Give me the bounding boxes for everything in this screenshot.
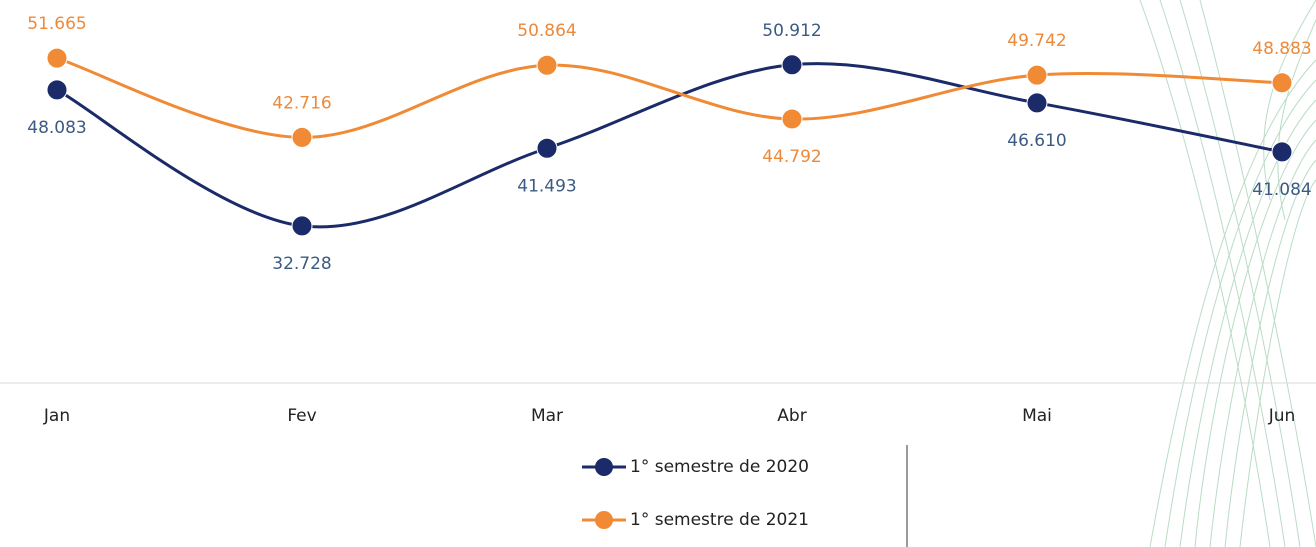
legend-marker (595, 511, 613, 529)
data-label: 46.610 (1007, 131, 1066, 151)
data-label: 44.792 (762, 147, 821, 167)
series-line (57, 64, 1282, 227)
x-tick-label: Mai (1022, 406, 1052, 426)
data-point (537, 55, 557, 75)
data-label: 48.883 (1252, 39, 1311, 59)
data-point (292, 216, 312, 236)
x-tick-label: Jun (1268, 406, 1296, 426)
data-point (1272, 142, 1292, 162)
data-label: 51.665 (27, 14, 86, 34)
x-tick-label: Abr (777, 406, 806, 426)
data-label: 48.083 (27, 118, 86, 138)
data-point (47, 80, 67, 100)
data-point (537, 138, 557, 158)
data-label: 42.716 (272, 93, 331, 113)
data-label: 50.912 (762, 21, 821, 41)
data-point (1027, 65, 1047, 85)
data-label: 49.742 (1007, 31, 1066, 51)
legend-marker (595, 458, 613, 476)
legend-label: 1° semestre de 2020 (630, 457, 809, 477)
data-label: 41.084 (1252, 180, 1311, 200)
legend-label: 1° semestre de 2021 (630, 510, 809, 530)
x-tick-label: Fev (287, 406, 316, 426)
data-point (1272, 73, 1292, 93)
data-point (782, 109, 802, 129)
data-point (292, 127, 312, 147)
data-label: 32.728 (272, 254, 331, 274)
data-label: 41.493 (517, 176, 576, 196)
data-point (47, 48, 67, 68)
x-tick-label: Jan (43, 406, 70, 426)
x-tick-label: Mar (531, 406, 563, 426)
data-point (782, 55, 802, 75)
data-label: 50.864 (517, 21, 576, 41)
chart: Jan Fev Mar Abr Mai Jun 48.083 32.728 41.493 50.9… (0, 0, 1316, 547)
data-point (1027, 93, 1047, 113)
